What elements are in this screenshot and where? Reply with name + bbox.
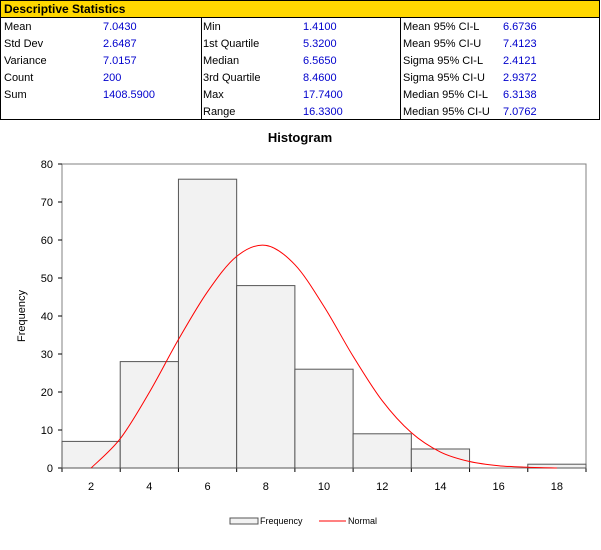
y-tick-label: 40 [41,311,53,323]
stat-value: 7.0157 [103,55,137,67]
stat-label: Median [203,55,240,67]
x-tick-label: 12 [376,481,388,493]
x-tick-label: 8 [263,481,269,493]
x-tick-label: 4 [146,481,152,493]
y-tick-label: 50 [41,273,53,285]
legend-frequency-label: Frequency [260,516,303,526]
stat-label: Sum [4,89,27,101]
stat-value: 7.0430 [103,21,137,33]
legend-frequency-swatch [229,517,259,525]
stat-value: 7.4123 [503,38,537,50]
y-tick-label: 20 [41,387,53,399]
stat-value: 7.0762 [503,106,537,118]
y-tick-label: 30 [41,349,53,361]
stat-label: 3rd Quartile [203,72,261,84]
x-tick-label: 2 [88,481,94,493]
histogram-bar [410,448,471,469]
stat-value: 16.3300 [303,106,343,118]
y-tick-label: 10 [41,425,53,437]
stat-value: 6.6736 [503,21,537,33]
legend-normal-label: Normal [348,516,377,526]
column-divider [201,18,202,119]
histogram-bar [294,368,354,469]
stat-label: Mean 95% CI-L [403,21,480,33]
stat-value: 17.7400 [303,89,343,101]
column-divider [400,18,401,119]
stat-value: 5.3200 [303,38,337,50]
stat-label: Median 95% CI-L [403,89,488,101]
x-tick-label: 16 [493,481,505,493]
y-tick-label: 70 [41,197,53,209]
y-tick-label: 0 [47,463,53,475]
y-tick-label: 80 [41,159,53,171]
normal-curve [90,244,557,469]
stat-label: Median 95% CI-U [403,106,490,118]
stat-value: 2.4121 [503,55,537,67]
histogram-bar [119,361,179,469]
x-tick-label: 6 [204,481,210,493]
stat-value: 2.9372 [503,72,537,84]
stat-value: 1.4100 [303,21,337,33]
stat-label: Range [203,106,236,118]
x-tick-label: 18 [551,481,563,493]
stat-value: 1408.5900 [103,89,155,101]
stat-label: Mean [4,21,32,33]
histogram-bar [61,440,121,469]
stats-title: Descriptive Statistics [1,1,599,18]
stat-value: 2.6487 [103,38,137,50]
stat-label: Max [203,89,224,101]
descriptive-statistics-table: Descriptive Statistics Mean 7.0430 Std Dev… [0,0,600,120]
stat-value: 8.4600 [303,72,337,84]
histogram-bar [352,433,412,469]
stat-value: 6.5650 [303,55,337,67]
stat-label: Variance [4,55,47,67]
x-tick-label: 10 [318,481,330,493]
x-tick-label: 14 [434,481,446,493]
stat-label: Sigma 95% CI-U [403,72,485,84]
stat-label: Min [203,21,221,33]
stat-value: 200 [103,72,122,84]
histogram-chart: Histogram 0 10 20 30 40 50 60 70 80 2 4 6 8 10 12 14 16 18… [0,121,600,545]
chart-title: Histogram [268,130,332,145]
stat-label: 1st Quartile [203,38,260,50]
histogram-bar [236,285,296,469]
stat-label: Mean 95% CI-U [403,38,482,50]
y-axis-label: Frequency [16,290,28,342]
stat-value: 6.3138 [503,89,537,101]
y-tick-label: 60 [41,235,53,247]
stat-label: Sigma 95% CI-L [403,55,484,67]
stat-label: Std Dev [4,38,44,50]
stat-label: Count [4,72,34,84]
